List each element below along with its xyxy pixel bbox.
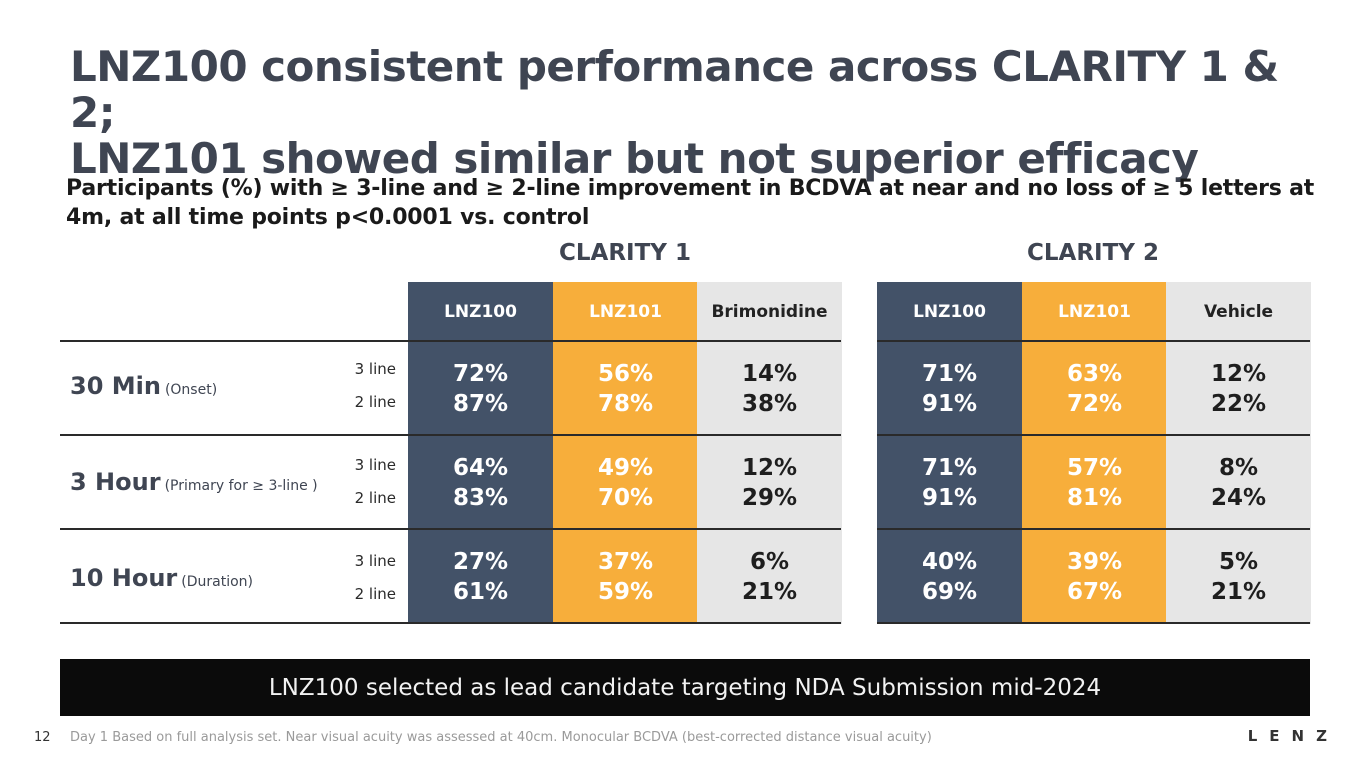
slide-title-line-1: LNZ100 consistent performance across CLA… — [70, 42, 1279, 137]
row-label-text: 10 Hour — [70, 564, 178, 592]
line-label-3: 3 line — [354, 456, 396, 474]
line-label-2: 2 line — [354, 489, 396, 507]
row-label-10-hour: 10 Hour (Duration) — [70, 564, 253, 592]
row-label-sub: (Primary for ≥ 3-line ) — [164, 478, 318, 494]
group-title-clarity-2: CLARITY 2 — [1027, 240, 1159, 266]
column-header-clarity2-lnz100: LNZ100 — [913, 302, 986, 322]
row-divider — [877, 622, 1310, 624]
table-cell: 5% 21% — [1210, 549, 1267, 605]
table-cell: 63% 72% — [1066, 361, 1123, 417]
row-divider — [60, 340, 841, 342]
row-divider — [877, 434, 1310, 436]
row-label-sub: (Duration) — [181, 574, 253, 590]
row-label-30-min: 30 Min (Onset) — [70, 372, 217, 400]
table-cell: 64% 83% — [452, 455, 509, 511]
table-cell: 56% 78% — [597, 361, 654, 417]
page-number: 12 — [34, 730, 51, 745]
conclusion-banner: LNZ100 selected as lead candidate target… — [60, 659, 1310, 716]
table-cell: 71% 91% — [921, 361, 978, 417]
table-cell: 12% 22% — [1210, 361, 1267, 417]
row-divider — [60, 528, 841, 530]
table-cell: 40% 69% — [921, 549, 978, 605]
column-header-clarity2-lnz101: LNZ101 — [1058, 302, 1131, 322]
column-bg-clarity1-control — [697, 282, 842, 624]
table-cell: 71% 91% — [921, 455, 978, 511]
table-subtitle: Participants (%) with ≥ 3-line and ≥ 2-l… — [66, 176, 1315, 230]
row-label-text: 3 Hour — [70, 468, 161, 496]
row-divider — [60, 622, 841, 624]
table-cell: 49% 70% — [597, 455, 654, 511]
table-cell: 8% 24% — [1210, 455, 1267, 511]
column-header-clarity1-lnz101: LNZ101 — [589, 302, 662, 322]
column-header-clarity1-lnz100: LNZ100 — [444, 302, 517, 322]
column-bg-clarity2-control — [1166, 282, 1311, 624]
row-divider — [877, 340, 1310, 342]
slide-title-line-2: LNZ101 showed similar but not superior e… — [70, 134, 1199, 183]
group-title-clarity-1: CLARITY 1 — [559, 240, 691, 266]
company-logo: LENZ — [1247, 727, 1339, 745]
column-header-clarity2-vehicle: Vehicle — [1203, 302, 1274, 322]
line-label-2: 2 line — [354, 393, 396, 411]
line-label-2: 2 line — [354, 585, 396, 603]
table-cell: 57% 81% — [1066, 455, 1123, 511]
column-bg-clarity2-lnz100 — [877, 282, 1022, 624]
row-divider — [60, 434, 841, 436]
line-label-3: 3 line — [354, 360, 396, 378]
slide-title: LNZ100 consistent performance across CLA… — [70, 44, 1320, 182]
column-bg-clarity2-lnz101 — [1022, 282, 1167, 624]
line-label-3: 3 line — [354, 552, 396, 570]
table-cell: 37% 59% — [597, 549, 654, 605]
table-cell: 72% 87% — [452, 361, 509, 417]
table-cell: 39% 67% — [1066, 549, 1123, 605]
table-cell: 27% 61% — [452, 549, 509, 605]
row-label-text: 30 Min — [70, 372, 161, 400]
table-cell: 14% 38% — [741, 361, 798, 417]
row-divider — [877, 528, 1310, 530]
column-bg-clarity1-lnz100 — [408, 282, 553, 624]
row-label-3-hour: 3 Hour (Primary for ≥ 3-line ) — [70, 468, 318, 496]
table-cell: 6% 21% — [741, 549, 798, 605]
footnote: Day 1 Based on full analysis set. Near v… — [70, 730, 932, 745]
row-label-sub: (Onset) — [164, 382, 218, 398]
column-header-clarity1-brimonidine: Brimonidine — [711, 302, 828, 322]
table-cell: 12% 29% — [741, 455, 798, 511]
column-bg-clarity1-lnz101 — [553, 282, 698, 624]
